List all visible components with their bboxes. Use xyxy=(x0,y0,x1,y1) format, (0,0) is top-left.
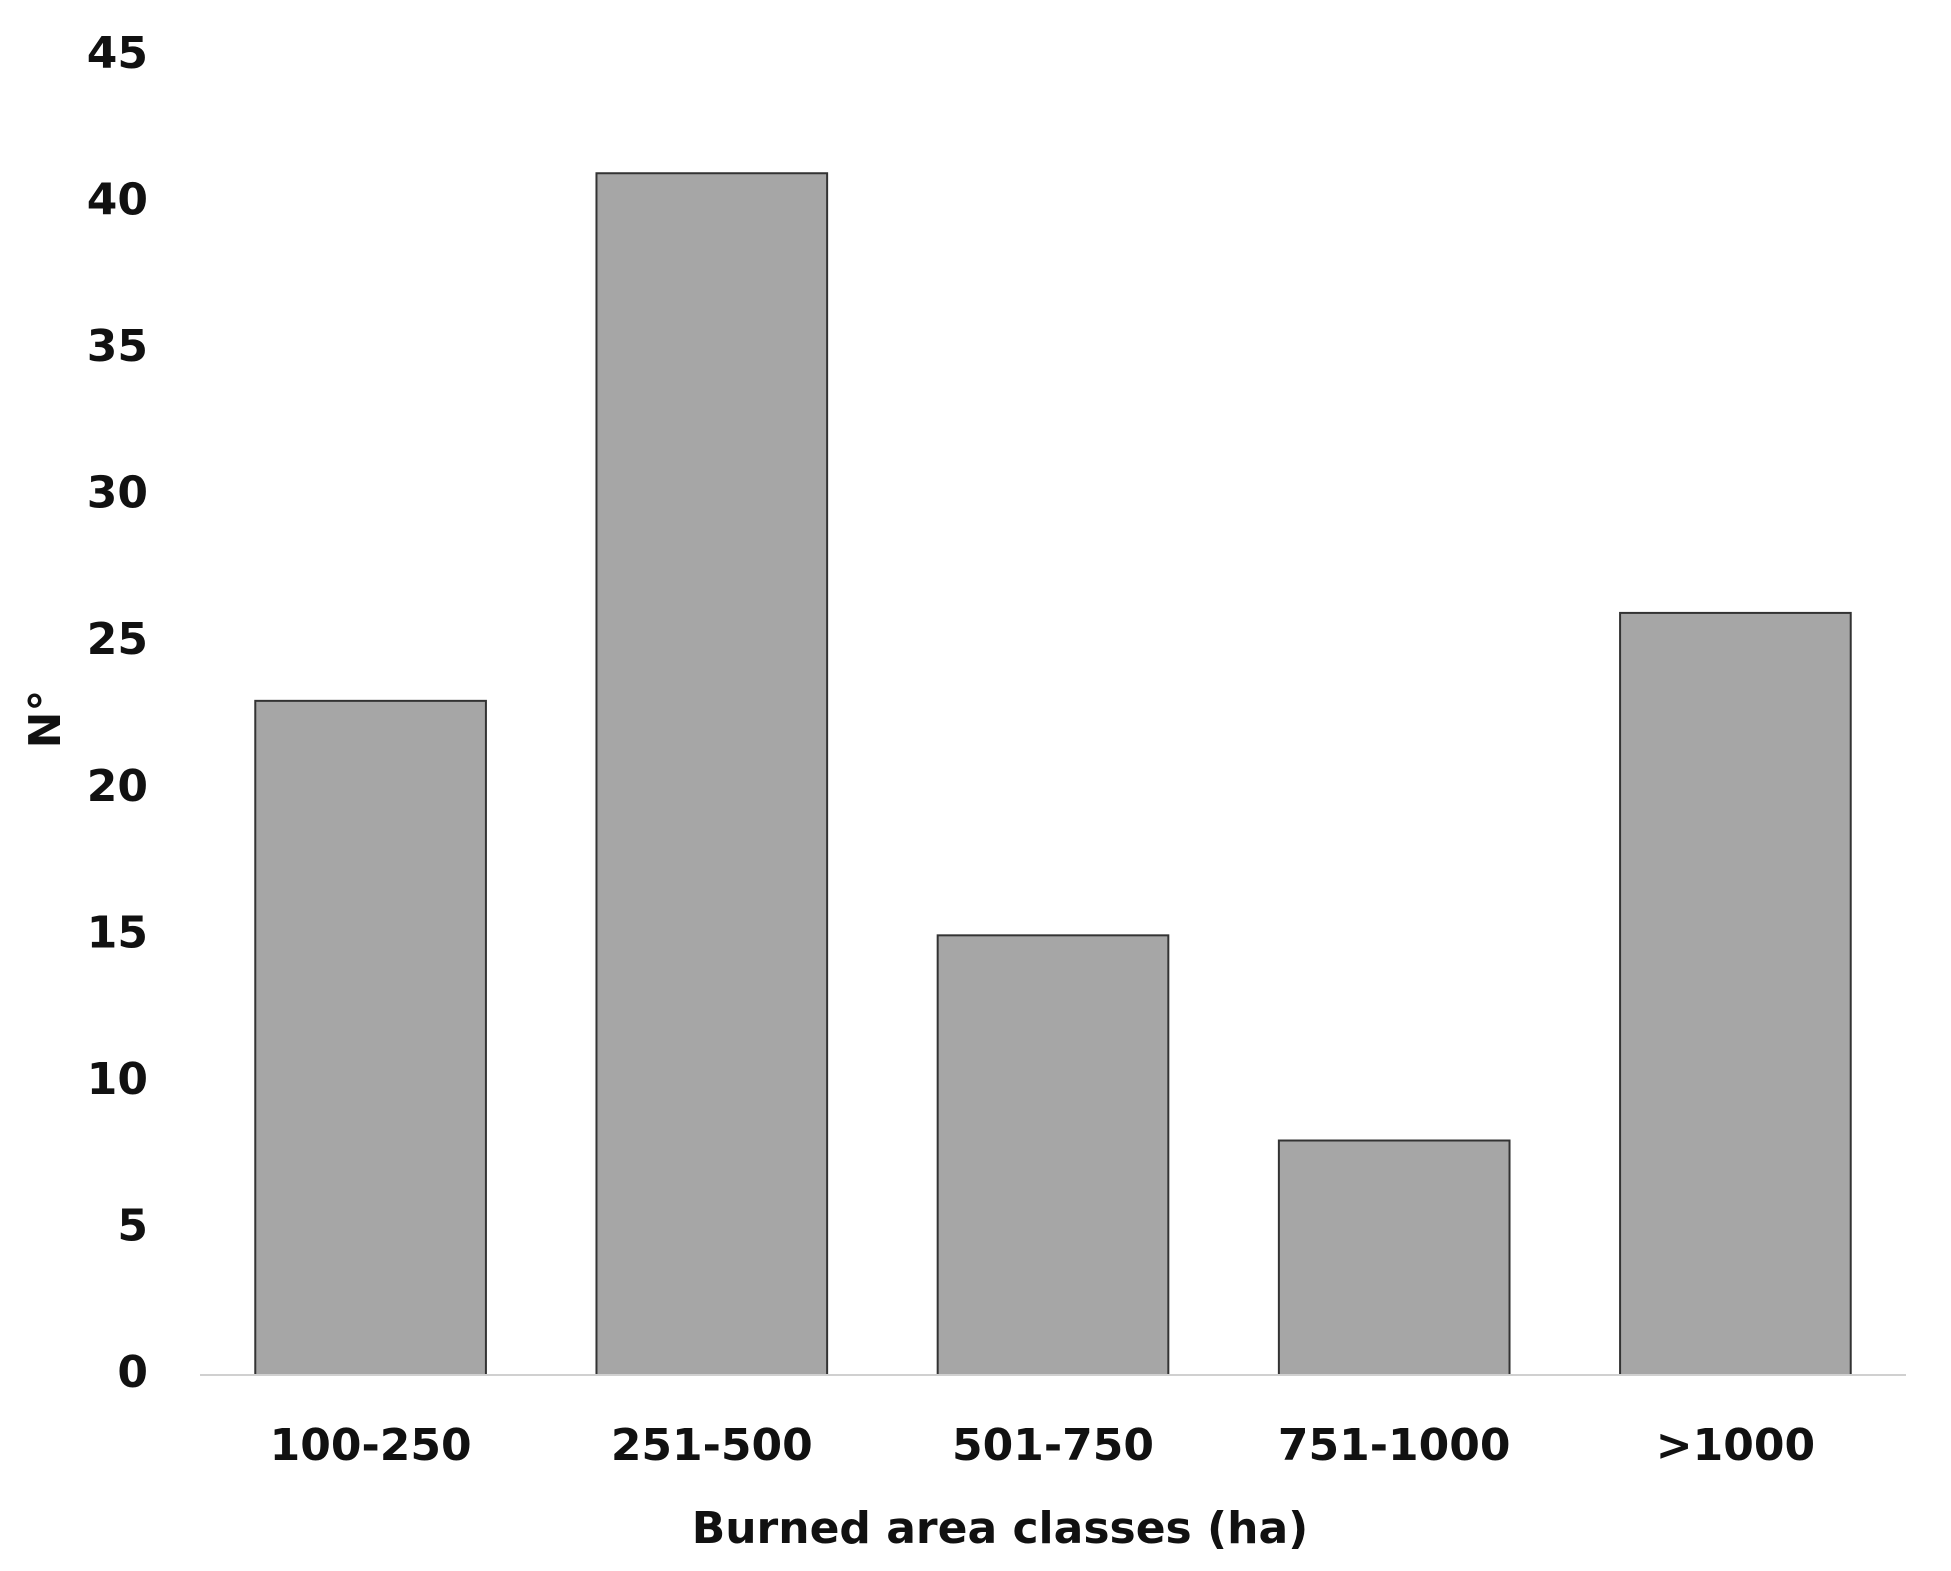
y-tick-label: 30 xyxy=(87,468,148,519)
x-tick-label: 251-500 xyxy=(611,1420,813,1471)
bar xyxy=(936,934,1170,1376)
y-axis-title: N° xyxy=(20,690,71,749)
bar xyxy=(1619,611,1852,1376)
y-tick-label: 0 xyxy=(117,1347,148,1398)
x-tick-label: >1000 xyxy=(1656,1420,1815,1471)
bar xyxy=(1277,1139,1511,1376)
y-tick-label: 25 xyxy=(87,614,148,665)
x-tick-label: 100-250 xyxy=(270,1420,472,1471)
bar xyxy=(254,699,487,1376)
y-tick-label: 40 xyxy=(87,175,148,226)
bar xyxy=(595,172,829,1377)
y-tick-label: 20 xyxy=(87,761,148,812)
y-tick-label: 35 xyxy=(87,321,148,372)
x-tick-label: 501-750 xyxy=(952,1420,1154,1471)
x-axis-title: Burned area classes (ha) xyxy=(692,1503,1309,1554)
y-tick-label: 15 xyxy=(87,907,148,958)
x-tick-label: 751-1000 xyxy=(1278,1420,1511,1471)
y-tick-label: 10 xyxy=(87,1054,148,1105)
y-tick-label: 45 xyxy=(87,28,148,79)
y-tick-label: 5 xyxy=(117,1200,148,1251)
